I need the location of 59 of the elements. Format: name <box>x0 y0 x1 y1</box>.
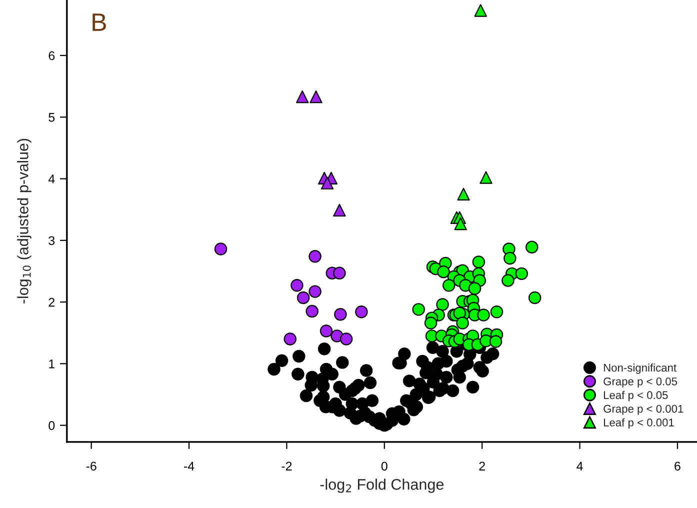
legend-label: Leaf p < 0.001 <box>604 418 674 429</box>
point <box>306 304 318 318</box>
x-tick-label: 4 <box>576 462 583 470</box>
x-tick-label: 0 <box>381 462 388 471</box>
point <box>437 265 450 278</box>
point <box>320 176 334 190</box>
point <box>310 90 322 104</box>
point <box>468 282 482 295</box>
y-tick-label: 0 <box>48 421 55 430</box>
point <box>334 308 347 321</box>
point <box>424 316 438 330</box>
point <box>528 291 542 304</box>
y-tick-label: 5 <box>48 113 55 122</box>
point <box>296 90 309 104</box>
point <box>333 266 346 280</box>
point <box>308 285 322 298</box>
point <box>477 308 490 322</box>
point <box>489 335 502 348</box>
point <box>472 256 486 268</box>
legend-label: Leaf p < 0.05 <box>604 390 668 402</box>
point <box>436 298 449 311</box>
point <box>490 306 504 318</box>
annotation: B <box>92 14 106 31</box>
y-tick-label: 6 <box>48 51 55 60</box>
point <box>453 306 466 320</box>
point <box>504 252 516 265</box>
point <box>480 171 492 184</box>
point <box>308 250 322 263</box>
x-axis-title: -log$_{2}$ Fold Change <box>320 478 444 493</box>
y-tick-label: 3 <box>48 236 55 246</box>
point <box>412 303 425 316</box>
x-tick-label: -4 <box>184 462 194 470</box>
y-axis-title: -log$_{10}$ (adjusted p-value) <box>17 138 32 304</box>
x-tick-label: 2 <box>479 462 485 470</box>
point <box>296 291 310 304</box>
point <box>355 306 368 318</box>
point <box>320 324 333 338</box>
y-tick-label: 1 <box>49 360 54 368</box>
legend-label: Non-significant <box>604 364 676 374</box>
point <box>214 242 228 256</box>
point <box>340 332 353 346</box>
y-tick-label: 4 <box>48 174 55 184</box>
point <box>442 279 456 292</box>
legend-label: Grape p < 0.05 <box>604 377 678 388</box>
point <box>474 4 487 17</box>
point <box>502 274 514 287</box>
point <box>290 279 304 292</box>
x-tick-label: 6 <box>674 462 680 471</box>
point <box>515 267 528 280</box>
point <box>456 316 469 330</box>
point <box>526 240 538 254</box>
legend-label: Grape p < 0.001 <box>604 404 684 415</box>
y-tick-label: 2 <box>48 298 54 307</box>
point <box>333 204 346 217</box>
point <box>457 188 470 201</box>
point <box>284 332 296 346</box>
x-tick-label: -6 <box>86 462 96 471</box>
point <box>454 217 467 230</box>
x-tick-label: -2 <box>282 462 292 470</box>
